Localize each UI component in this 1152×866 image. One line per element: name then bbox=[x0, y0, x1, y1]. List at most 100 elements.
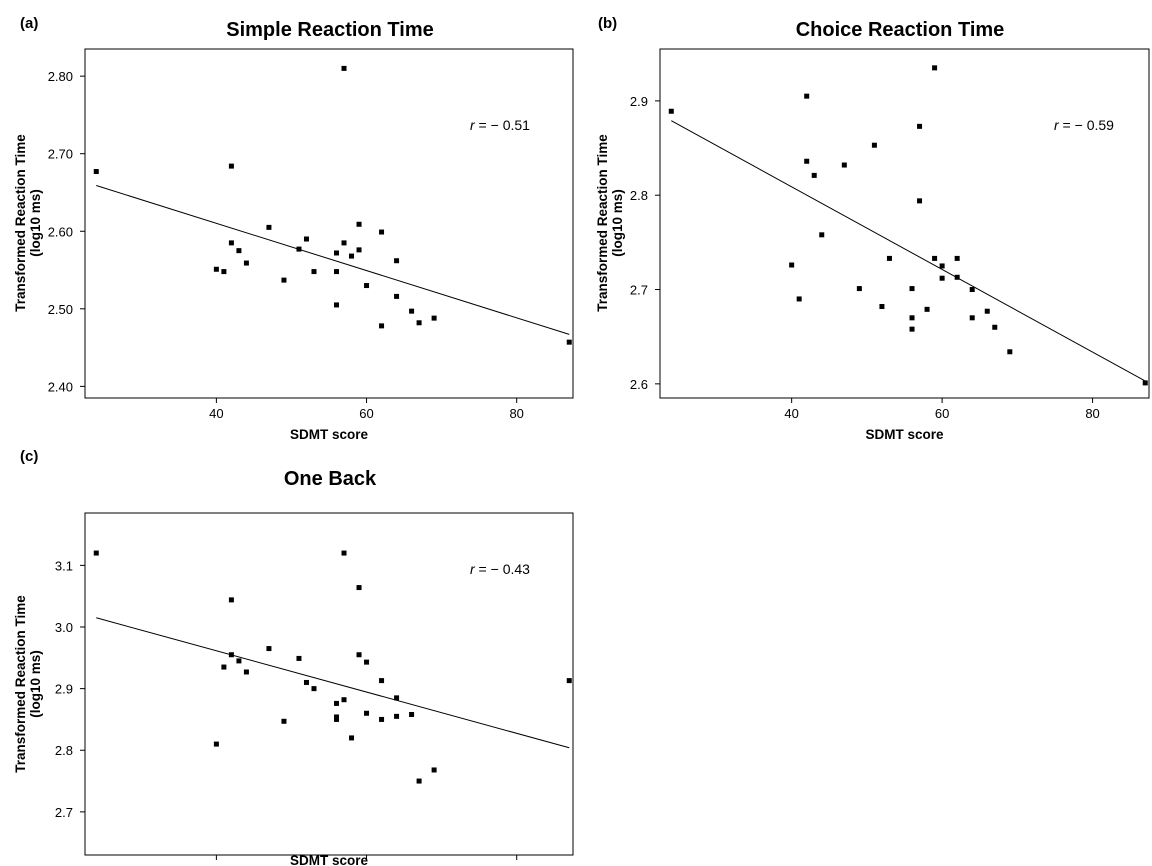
correlation-symbol: r bbox=[1054, 117, 1060, 133]
y-axis-label: Transformed Reaction Time(log10 ms) bbox=[13, 595, 43, 773]
panel-letter: (c) bbox=[20, 448, 38, 465]
data-point bbox=[334, 250, 340, 256]
data-point bbox=[228, 240, 234, 246]
correlation-value: = − 0.51 bbox=[475, 117, 530, 133]
data-point bbox=[811, 172, 817, 178]
data-point bbox=[932, 65, 938, 71]
y-axis-label: Transformed Reaction Time(log10 ms) bbox=[595, 134, 625, 312]
y-tick-label: 2.7 bbox=[630, 283, 648, 298]
x-tick-label: 40 bbox=[784, 406, 798, 421]
data-point bbox=[804, 93, 810, 99]
y-tick-label: 3.0 bbox=[55, 620, 73, 635]
data-point bbox=[984, 308, 990, 314]
correlation-value: = − 0.59 bbox=[1059, 117, 1114, 133]
data-point bbox=[409, 308, 415, 314]
data-point bbox=[939, 275, 945, 281]
data-point bbox=[917, 198, 923, 204]
x-tick-label: 60 bbox=[359, 406, 373, 421]
data-point bbox=[334, 302, 340, 308]
data-point bbox=[349, 253, 355, 259]
data-point bbox=[266, 646, 272, 652]
data-point bbox=[296, 246, 302, 252]
data-point bbox=[93, 550, 99, 556]
data-point bbox=[334, 269, 340, 275]
panel-letter: (a) bbox=[20, 15, 38, 32]
data-point bbox=[668, 108, 674, 114]
y-tick-label: 2.60 bbox=[48, 224, 73, 239]
plot-frame bbox=[659, 48, 1150, 399]
data-point bbox=[341, 240, 347, 246]
data-point bbox=[379, 229, 385, 235]
data-point bbox=[909, 286, 915, 292]
x-axis-label: SDMT score bbox=[290, 853, 369, 866]
x-tick-label: 60 bbox=[935, 406, 949, 421]
data-point bbox=[228, 597, 234, 603]
y-axis-label-line: Transformed Reaction Time bbox=[13, 595, 28, 773]
data-point bbox=[349, 735, 355, 741]
data-point bbox=[281, 277, 287, 283]
data-point bbox=[364, 283, 370, 289]
y-axis-label: Transformed Reaction Time(log10 ms) bbox=[13, 134, 43, 312]
data-point bbox=[364, 710, 370, 716]
data-point bbox=[213, 266, 219, 272]
y-tick-label: 2.9 bbox=[630, 94, 648, 109]
regression-line bbox=[96, 185, 570, 335]
data-point bbox=[819, 232, 825, 238]
data-point bbox=[969, 315, 975, 321]
chart-panel: (b) Choice Reaction Time 40 60 80 2.6 2.7 2.8 2.… bbox=[595, 15, 1150, 442]
y-axis-label-line: (log10 ms) bbox=[28, 650, 43, 718]
data-point bbox=[334, 716, 340, 722]
x-axis-label: SDMT score bbox=[290, 427, 369, 442]
data-point bbox=[243, 669, 249, 675]
chart-panel: (a) Simple Reaction Time 40 60 80 2.40 2.50 2.6… bbox=[13, 15, 574, 442]
data-point bbox=[379, 716, 385, 722]
x-tick-label: 40 bbox=[209, 406, 223, 421]
data-point bbox=[566, 678, 572, 684]
data-point bbox=[841, 162, 847, 168]
data-point bbox=[909, 315, 915, 321]
data-point bbox=[394, 695, 400, 701]
data-point bbox=[416, 320, 422, 326]
data-point bbox=[341, 550, 347, 556]
data-point bbox=[341, 697, 347, 703]
y-tick-label: 2.9 bbox=[55, 682, 73, 697]
y-tick-label: 2.80 bbox=[48, 69, 73, 84]
data-point bbox=[311, 686, 317, 692]
y-axis-label-line: (log10 ms) bbox=[610, 189, 625, 257]
data-point bbox=[93, 169, 99, 175]
x-tick-label: 40 bbox=[209, 863, 223, 866]
correlation-symbol: r bbox=[470, 117, 476, 133]
data-point bbox=[356, 247, 362, 253]
data-point bbox=[939, 263, 945, 269]
data-point bbox=[789, 262, 795, 268]
data-point bbox=[228, 163, 234, 169]
data-point bbox=[992, 324, 998, 330]
data-point bbox=[221, 269, 227, 275]
data-point bbox=[566, 339, 572, 345]
data-point bbox=[871, 142, 877, 148]
data-point bbox=[356, 585, 362, 591]
y-axis-label-line: Transformed Reaction Time bbox=[13, 134, 28, 312]
y-axis-label-line: (log10 ms) bbox=[28, 189, 43, 257]
regression-line bbox=[671, 120, 1146, 382]
chart-title: One Back bbox=[284, 468, 377, 490]
data-point bbox=[311, 269, 317, 275]
data-point bbox=[909, 326, 915, 332]
correlation-annotation: r = − 0.51 bbox=[470, 117, 530, 133]
data-point bbox=[879, 304, 885, 310]
data-point bbox=[356, 221, 362, 227]
data-point bbox=[243, 260, 249, 266]
data-point bbox=[796, 296, 802, 302]
data-point bbox=[296, 655, 302, 661]
y-axis-label-line: Transformed Reaction Time bbox=[595, 134, 610, 312]
x-axis-label: SDMT score bbox=[865, 427, 944, 442]
data-point bbox=[356, 652, 362, 658]
data-point bbox=[236, 248, 242, 254]
data-point bbox=[303, 236, 309, 242]
data-point bbox=[954, 274, 960, 280]
x-tick-label: 80 bbox=[1085, 406, 1099, 421]
correlation-value: = − 0.43 bbox=[475, 561, 530, 577]
data-point bbox=[221, 664, 227, 670]
x-tick-label: 60 bbox=[359, 863, 373, 866]
x-tick-label: 80 bbox=[509, 863, 523, 866]
